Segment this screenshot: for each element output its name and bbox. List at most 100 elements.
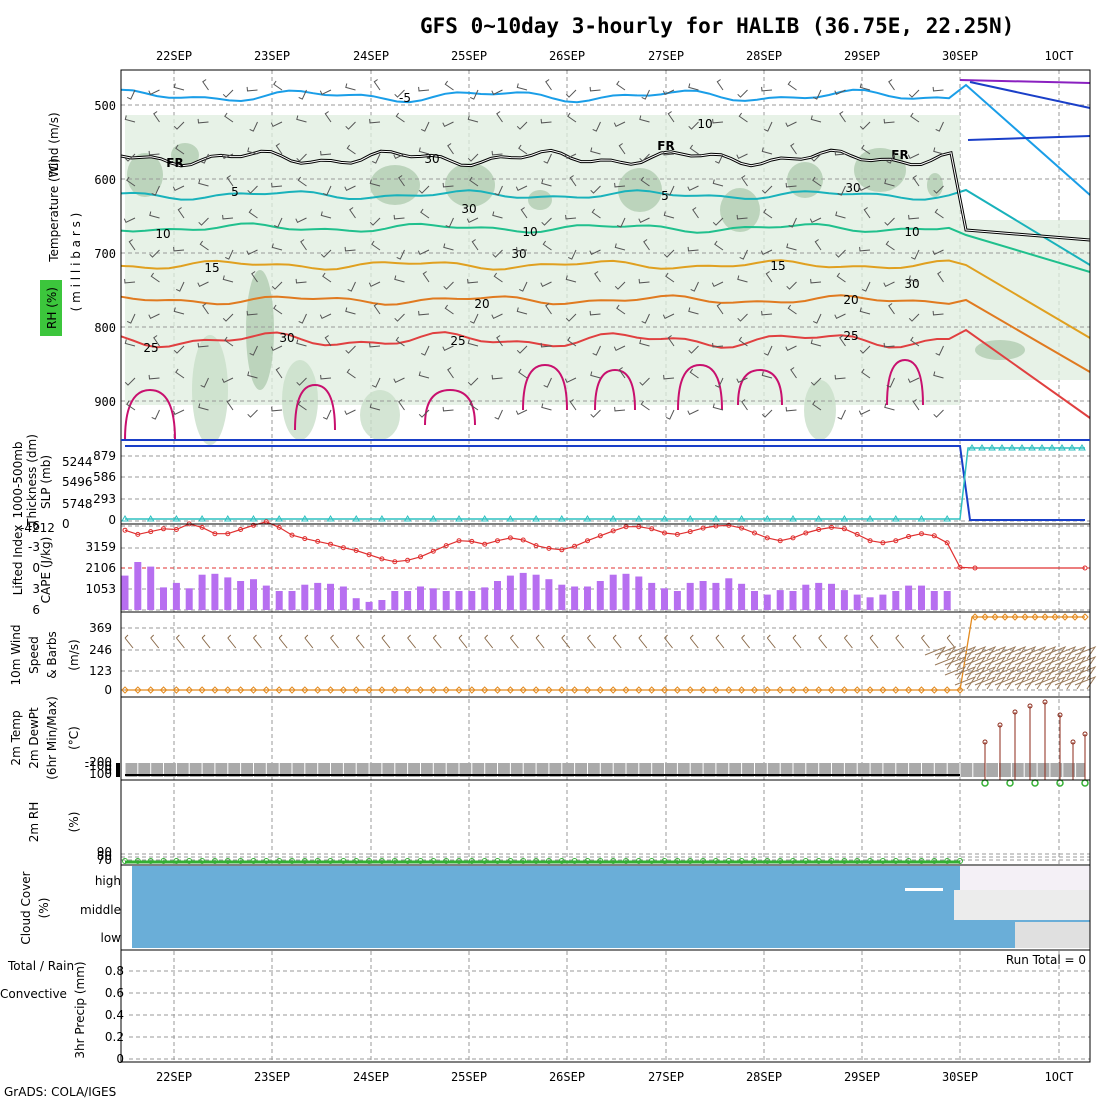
lifted-index-marker xyxy=(289,532,295,538)
wind-barb xyxy=(810,377,822,386)
lifted-index-axis-label: Lifted Index xyxy=(11,525,25,596)
wind-barb xyxy=(369,403,381,411)
cape-bar xyxy=(327,583,334,610)
wind-barb xyxy=(151,185,160,196)
cloud-level-label: high xyxy=(95,874,121,888)
wind-barb xyxy=(148,150,160,156)
run-total-label: Run Total = 0 xyxy=(1006,953,1086,967)
rh2m-marker xyxy=(725,858,732,864)
wind-barb xyxy=(420,121,430,132)
wind-barb xyxy=(442,182,454,188)
cloud-axis-label: Cloud Cover xyxy=(19,871,33,944)
wind-barb xyxy=(271,182,283,188)
cape-bar xyxy=(596,581,604,610)
wind10m-marker xyxy=(570,686,579,694)
rh-shade-blob xyxy=(360,390,400,440)
wind10m-barb xyxy=(1034,655,1057,670)
wind-barb xyxy=(618,367,626,379)
cape-contour xyxy=(424,388,476,426)
wind-barb xyxy=(569,175,577,187)
wind-barb xyxy=(590,185,601,194)
lifted-index-marker xyxy=(931,533,937,539)
precip-convective-legend: Convective xyxy=(0,987,67,1001)
rh2m-marker xyxy=(751,858,758,864)
wind-barb xyxy=(124,377,136,386)
wind-barb xyxy=(492,249,503,258)
wind-barb xyxy=(933,409,944,418)
wind10m-marker xyxy=(609,686,617,694)
wind-barb xyxy=(251,271,258,283)
cape-bar xyxy=(147,566,155,610)
wind-barb xyxy=(324,111,332,123)
wind-barb xyxy=(712,179,724,187)
wind-barb xyxy=(300,239,307,251)
wind10m-barb xyxy=(792,634,802,649)
wind10m-marker xyxy=(879,686,887,694)
wind10m-barb xyxy=(330,634,339,649)
wind10m-marker xyxy=(635,686,643,694)
lifted-index-marker xyxy=(1082,565,1088,571)
wind-barb xyxy=(712,118,724,124)
temperature-contour-label: 20 xyxy=(474,297,489,311)
top-axis-date-label: 30SEP xyxy=(942,49,978,63)
lifted-index-marker xyxy=(302,536,308,542)
top-axis-date-label: 23SEP xyxy=(254,49,290,63)
thickness-marker xyxy=(172,515,181,522)
wind-barb xyxy=(247,409,258,418)
temperature-contour xyxy=(959,79,1091,84)
wind-barb xyxy=(418,185,430,194)
wind-barb xyxy=(738,336,748,347)
rh2m-marker xyxy=(237,858,244,864)
thickness-tick-label: 5496 xyxy=(62,475,93,489)
lifted-index-tick-label: -6 xyxy=(28,519,40,533)
wind-barb xyxy=(149,249,160,258)
thickness-marker xyxy=(506,515,515,522)
dewpt2m-marker xyxy=(1006,779,1014,787)
lifted-index-marker xyxy=(687,529,693,535)
top-axis-date-label: 25SEP xyxy=(451,49,487,63)
rh-shade-blob xyxy=(127,153,163,197)
cape-axis-label: CAPE (J/kg) xyxy=(39,537,53,604)
bottom-axis-date-label: 25SEP xyxy=(451,1070,487,1084)
wind-barb xyxy=(765,271,773,283)
wind10m-marker xyxy=(1031,613,1039,621)
wind-barb xyxy=(542,240,552,251)
slp-axis-label: SLP (mb) xyxy=(39,455,53,509)
wind-barb xyxy=(467,377,479,386)
pressure-tick-label: 500 xyxy=(94,99,116,113)
rh2m-marker xyxy=(828,858,835,864)
cape-bar xyxy=(134,562,142,610)
wind-barb xyxy=(442,406,454,412)
slp-tick-label: 586 xyxy=(93,470,116,484)
rh-contour-label: 10 xyxy=(697,117,712,131)
rh-shade-blob xyxy=(720,188,760,232)
thickness-marker xyxy=(1058,444,1066,451)
wind-barb xyxy=(912,399,920,411)
wind-barb xyxy=(810,153,822,162)
cape-contour xyxy=(522,363,568,411)
lifted-index-marker xyxy=(880,540,886,546)
temp2m-max-marker xyxy=(1057,712,1063,718)
wind-barb xyxy=(124,115,136,123)
wind-barb xyxy=(716,79,724,91)
lifted-index-marker xyxy=(841,526,847,532)
wind-barb xyxy=(270,121,283,127)
cape-bar xyxy=(352,598,360,610)
wind10m-barb xyxy=(1054,675,1077,690)
wind-barb xyxy=(933,371,944,379)
wind-barb xyxy=(296,153,307,162)
wind-barb xyxy=(493,272,503,283)
wind-barb xyxy=(545,79,552,91)
wind10m-marker xyxy=(802,686,810,694)
lifted-index-tick-label: -3 xyxy=(28,540,40,554)
lifted-index-marker xyxy=(520,537,526,543)
wind-barb xyxy=(420,345,430,356)
bottom-axis-date-label: 27SEP xyxy=(648,1070,684,1084)
wind10m-marker xyxy=(776,686,784,694)
wind-barb xyxy=(494,185,503,196)
wind-barb xyxy=(910,249,920,260)
lifted-index-marker xyxy=(161,526,166,532)
wind-barb xyxy=(640,400,650,411)
wind-barb xyxy=(445,217,454,228)
temperature-contour xyxy=(120,328,1091,419)
